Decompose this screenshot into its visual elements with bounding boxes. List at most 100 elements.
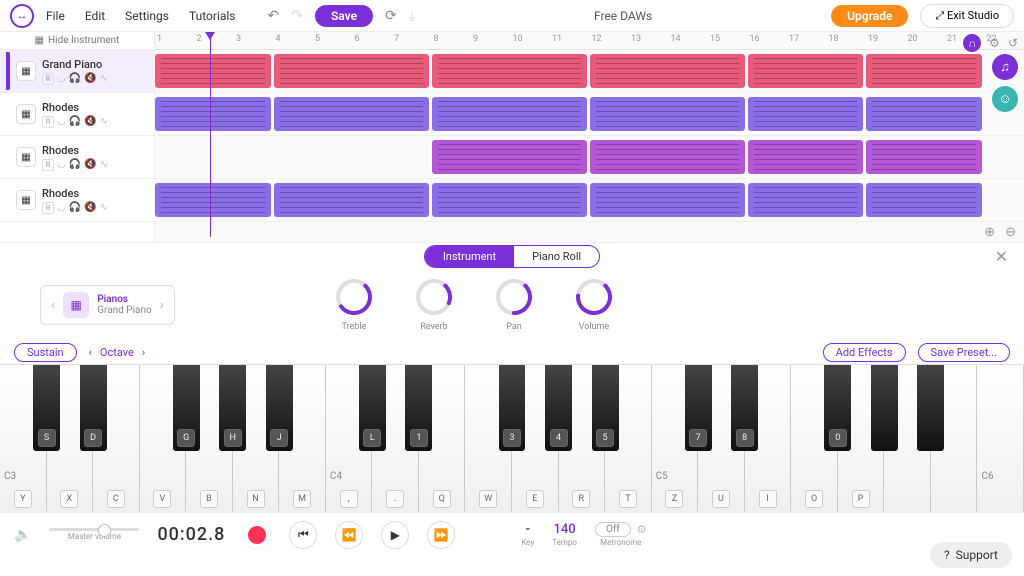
- clip[interactable]: [866, 183, 982, 217]
- tempo-value[interactable]: 140: [554, 522, 576, 537]
- close-panel-icon[interactable]: ✕: [995, 247, 1008, 266]
- clip[interactable]: [155, 54, 271, 88]
- mute-icon[interactable]: 🔇: [84, 73, 96, 84]
- black-key[interactable]: G: [173, 365, 200, 451]
- clip[interactable]: [748, 140, 864, 174]
- menu-tutorials[interactable]: Tutorials: [189, 9, 236, 23]
- clip[interactable]: [748, 54, 864, 88]
- rec-arm-button[interactable]: R: [42, 73, 54, 85]
- clip[interactable]: [432, 183, 587, 217]
- clip[interactable]: [274, 183, 429, 217]
- redo-icon[interactable]: ↷: [291, 8, 303, 24]
- clip[interactable]: [748, 183, 864, 217]
- save-button[interactable]: Save: [315, 5, 373, 27]
- clip[interactable]: [432, 140, 587, 174]
- skip-start-button[interactable]: ⏮: [289, 521, 317, 549]
- automation-icon[interactable]: ∿: [100, 116, 108, 127]
- history-icon[interactable]: ↺: [1008, 36, 1018, 50]
- clip[interactable]: [590, 54, 745, 88]
- clip[interactable]: [274, 97, 429, 131]
- volume-dial-icon[interactable]: ◡: [57, 116, 66, 127]
- clip[interactable]: [748, 97, 864, 131]
- track-header[interactable]: ▦RhodesR◡🎧🔇∿: [0, 93, 154, 136]
- key-value[interactable]: -: [526, 522, 530, 537]
- next-instrument-icon[interactable]: ›: [160, 297, 164, 313]
- music-badge-icon[interactable]: ♫: [992, 54, 1018, 80]
- volume-dial-icon[interactable]: ◡: [57, 202, 66, 213]
- clip-row[interactable]: [155, 93, 1024, 136]
- record-button[interactable]: [243, 521, 271, 549]
- black-key[interactable]: L: [359, 365, 386, 451]
- octave-down-icon[interactable]: ‹: [89, 346, 92, 359]
- track-header[interactable]: ▦Grand PianoR◡🎧🔇∿: [0, 50, 154, 93]
- prev-instrument-icon[interactable]: ‹: [51, 297, 55, 313]
- clip[interactable]: [590, 97, 745, 131]
- tab-instrument[interactable]: Instrument: [425, 246, 514, 267]
- headphones-icon[interactable]: 🎧: [69, 73, 81, 84]
- black-key[interactable]: D: [80, 365, 107, 451]
- black-key[interactable]: S: [33, 365, 60, 451]
- rec-arm-button[interactable]: R: [42, 159, 54, 171]
- clip[interactable]: [155, 97, 271, 131]
- instrument-selector[interactable]: ‹ ▦ Pianos Grand Piano ›: [40, 285, 175, 325]
- clip[interactable]: [432, 97, 587, 131]
- black-key[interactable]: 5: [592, 365, 619, 451]
- headphones-icon[interactable]: 🎧: [69, 202, 81, 213]
- clip-row[interactable]: [155, 179, 1024, 222]
- black-key[interactable]: 3: [499, 365, 526, 451]
- undo-icon[interactable]: ↶: [268, 8, 280, 24]
- clip[interactable]: [866, 54, 982, 88]
- knob-treble[interactable]: Treble: [335, 278, 373, 332]
- add-effects-button[interactable]: Add Effects: [823, 343, 906, 362]
- clip[interactable]: [866, 97, 982, 131]
- automation-icon[interactable]: ∿: [100, 202, 108, 213]
- forward-button[interactable]: ⏩: [427, 521, 455, 549]
- volume-dial-icon[interactable]: ◡: [57, 159, 66, 170]
- metronome-settings-icon[interactable]: ⚙: [637, 523, 647, 536]
- knob-pan[interactable]: Pan: [495, 278, 533, 332]
- clip[interactable]: [590, 183, 745, 217]
- track-header[interactable]: ▦RhodesR◡🎧🔇∿: [0, 136, 154, 179]
- upgrade-button[interactable]: Upgrade: [831, 5, 908, 27]
- black-key[interactable]: 4: [545, 365, 572, 451]
- clip-row[interactable]: [155, 136, 1024, 179]
- knob-volume[interactable]: Volume: [575, 278, 613, 332]
- black-key[interactable]: 0: [824, 365, 851, 451]
- exit-studio-button[interactable]: ⤢ Exit Studio: [920, 4, 1014, 28]
- rec-arm-button[interactable]: R: [42, 116, 54, 128]
- ruler[interactable]: 12345678910111213141516171819202122: [155, 32, 1024, 50]
- master-volume-slider[interactable]: [49, 528, 139, 531]
- timeline[interactable]: 12345678910111213141516171819202122 ∩ ⚙ …: [155, 32, 1024, 242]
- sustain-button[interactable]: Sustain: [14, 343, 77, 362]
- clip[interactable]: [155, 183, 271, 217]
- black-key[interactable]: [871, 365, 898, 451]
- sync-icon[interactable]: ⟳: [385, 8, 397, 24]
- headphones-icon[interactable]: 🎧: [69, 159, 81, 170]
- automation-icon[interactable]: ∿: [100, 73, 108, 84]
- menu-file[interactable]: File: [46, 9, 65, 23]
- black-key[interactable]: 7: [685, 365, 712, 451]
- clip[interactable]: [866, 140, 982, 174]
- menu-settings[interactable]: Settings: [125, 9, 169, 23]
- mute-icon[interactable]: 🔇: [84, 202, 96, 213]
- gear-icon[interactable]: ⚙: [989, 36, 1000, 50]
- volume-dial-icon[interactable]: ◡: [57, 73, 66, 84]
- automation-icon[interactable]: ∿: [100, 159, 108, 170]
- black-key[interactable]: 8: [731, 365, 758, 451]
- mute-icon[interactable]: 🔇: [84, 116, 96, 127]
- black-key[interactable]: H: [219, 365, 246, 451]
- app-logo[interactable]: ↔: [10, 4, 34, 28]
- track-header[interactable]: ▦RhodesR◡🎧🔇∿: [0, 179, 154, 222]
- headphones-icon[interactable]: 🎧: [69, 116, 81, 127]
- clip[interactable]: [590, 140, 745, 174]
- play-button[interactable]: ▶: [381, 521, 409, 549]
- black-key[interactable]: J: [266, 365, 293, 451]
- metronome-toggle[interactable]: Off: [595, 522, 631, 537]
- hide-instrument-button[interactable]: ▦ Hide Instrument: [0, 32, 154, 50]
- speaker-icon[interactable]: 🔈: [14, 527, 31, 543]
- clip-row[interactable]: [155, 50, 1024, 93]
- zoom-out-icon[interactable]: ⊖: [1005, 225, 1016, 240]
- menu-edit[interactable]: Edit: [85, 9, 105, 23]
- collab-badge-icon[interactable]: ☺: [992, 86, 1018, 112]
- save-preset-button[interactable]: Save Preset...: [918, 343, 1010, 362]
